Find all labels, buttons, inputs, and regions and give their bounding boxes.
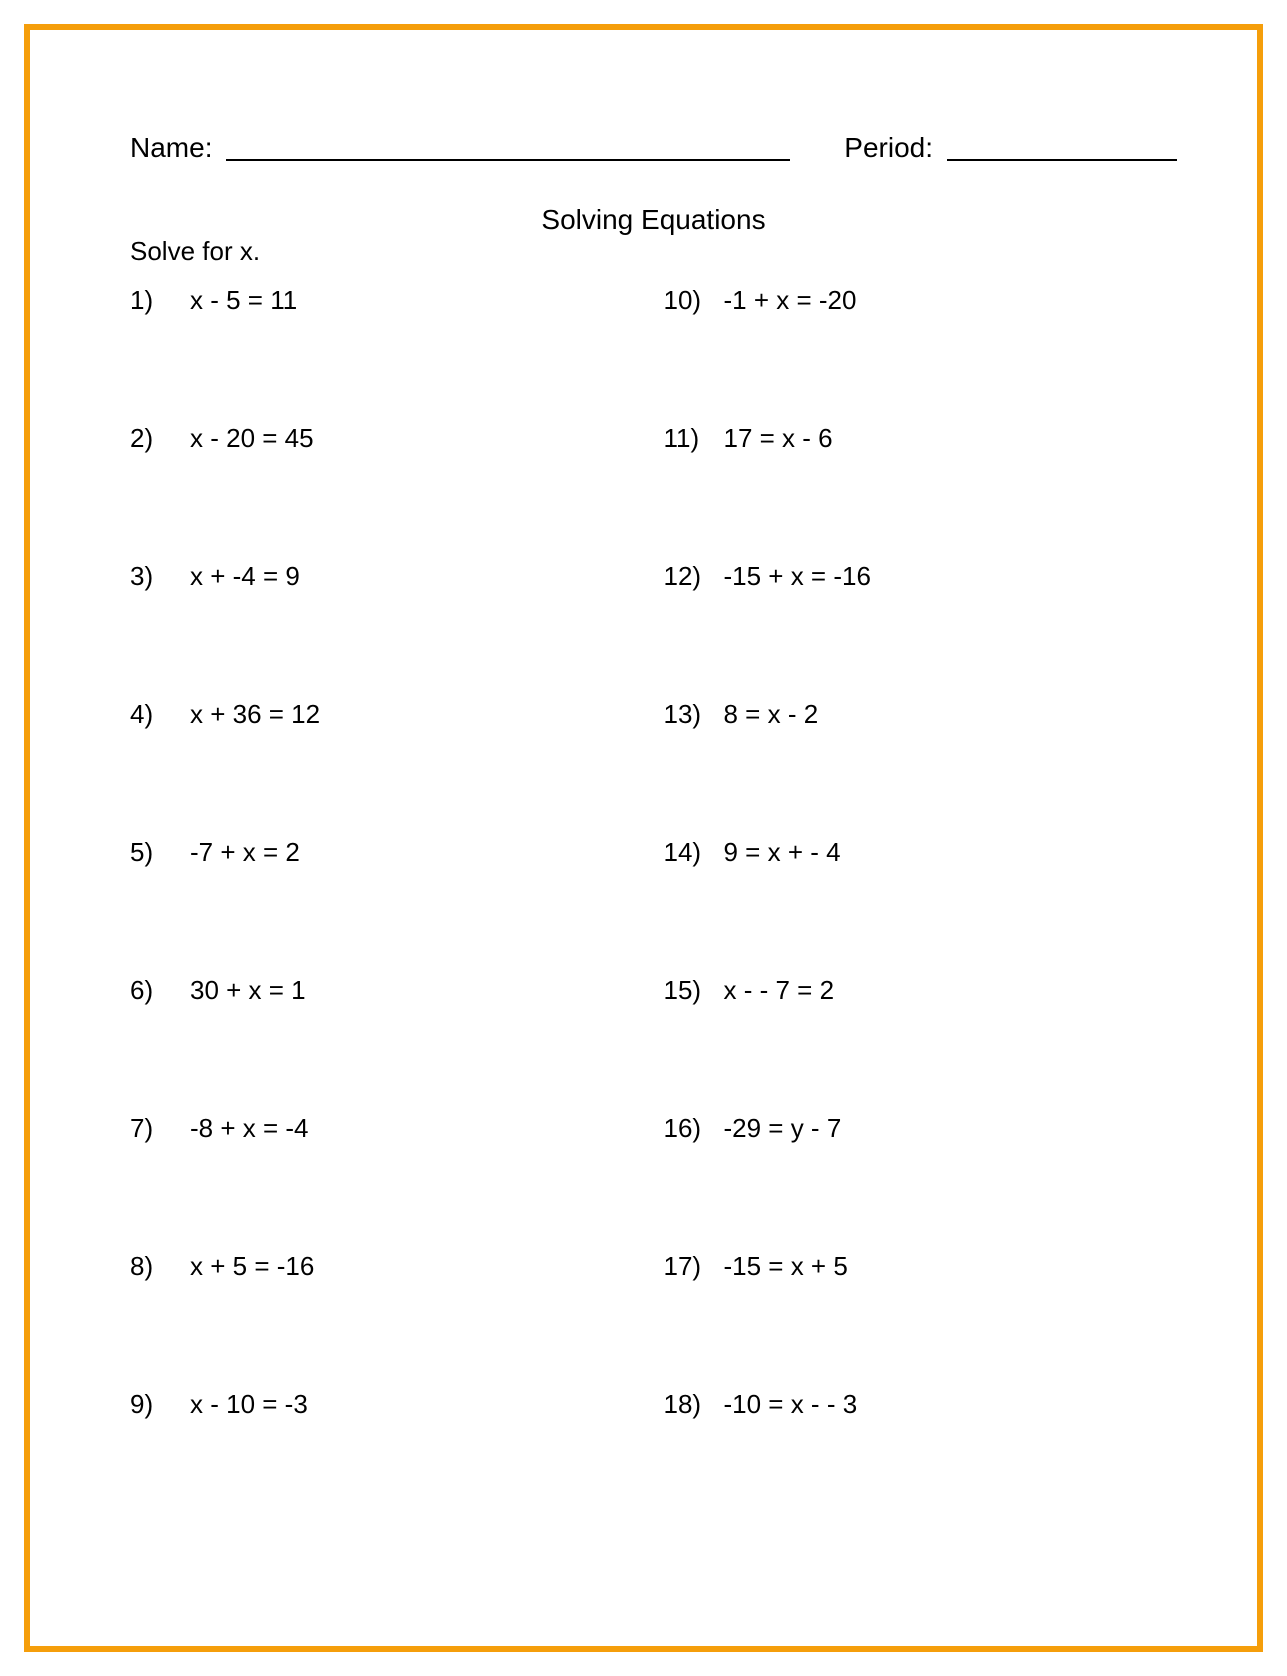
problem-equation: x + 5 = -16 (190, 1251, 314, 1282)
page-frame: Name: Period: Solving Equations Solve fo… (24, 24, 1263, 1652)
problem-equation: 9 = x + - 4 (724, 837, 841, 868)
problem-equation: -15 = x + 5 (724, 1251, 848, 1282)
problem-number: 13) (664, 699, 724, 730)
problem-number: 11) (664, 423, 724, 454)
problem-number: 15) (664, 975, 724, 1006)
problem-column-left: 1)x - 5 = 112)x - 20 = 453)x + -4 = 94)x… (130, 285, 644, 1527)
problem-number: 2) (130, 423, 190, 454)
problem-row: 16)-29 = y - 7 (664, 1113, 1178, 1251)
problem-equation: x - - 7 = 2 (724, 975, 835, 1006)
problem-number: 8) (130, 1251, 190, 1282)
period-label: Period: (844, 132, 933, 164)
problem-number: 14) (664, 837, 724, 868)
problem-equation: -8 + x = -4 (190, 1113, 309, 1144)
problem-number: 6) (130, 975, 190, 1006)
problem-row: 4)x + 36 = 12 (130, 699, 644, 837)
problem-equation: -7 + x = 2 (190, 837, 300, 868)
instruction-text: Solve for x. (130, 236, 1177, 267)
problem-row: 18)-10 = x - - 3 (664, 1389, 1178, 1527)
problem-row: 3)x + -4 = 9 (130, 561, 644, 699)
name-blank-line (226, 130, 790, 161)
problem-equation: x - 5 = 11 (190, 285, 297, 316)
problem-number: 18) (664, 1389, 724, 1420)
problem-number: 10) (664, 285, 724, 316)
name-label: Name: (130, 132, 212, 164)
problem-number: 16) (664, 1113, 724, 1144)
problem-row: 7)-8 + x = -4 (130, 1113, 644, 1251)
problem-row: 14)9 = x + - 4 (664, 837, 1178, 975)
problem-row: 17)-15 = x + 5 (664, 1251, 1178, 1389)
problem-equation: x - 20 = 45 (190, 423, 314, 454)
problem-equation: -29 = y - 7 (724, 1113, 842, 1144)
period-blank-line (947, 130, 1177, 161)
problem-equation: 8 = x - 2 (724, 699, 819, 730)
problem-row: 13)8 = x - 2 (664, 699, 1178, 837)
problem-equation: x - 10 = -3 (190, 1389, 308, 1420)
problem-row: 6)30 + x = 1 (130, 975, 644, 1113)
problem-row: 8)x + 5 = -16 (130, 1251, 644, 1389)
problem-row: 9)x - 10 = -3 (130, 1389, 644, 1527)
problem-number: 4) (130, 699, 190, 730)
problem-number: 17) (664, 1251, 724, 1282)
problem-equation: x + -4 = 9 (190, 561, 300, 592)
problem-row: 1)x - 5 = 11 (130, 285, 644, 423)
problem-number: 1) (130, 285, 190, 316)
problem-row: 15)x - - 7 = 2 (664, 975, 1178, 1113)
problem-equation: -1 + x = -20 (724, 285, 857, 316)
problem-number: 5) (130, 837, 190, 868)
problem-row: 11)17 = x - 6 (664, 423, 1178, 561)
problem-number: 9) (130, 1389, 190, 1420)
problem-number: 3) (130, 561, 190, 592)
problem-row: 5)-7 + x = 2 (130, 837, 644, 975)
problem-equation: 30 + x = 1 (190, 975, 306, 1006)
problem-columns: 1)x - 5 = 112)x - 20 = 453)x + -4 = 94)x… (130, 285, 1177, 1527)
problem-row: 10)-1 + x = -20 (664, 285, 1178, 423)
problem-equation: 17 = x - 6 (724, 423, 833, 454)
problem-row: 2)x - 20 = 45 (130, 423, 644, 561)
problem-row: 12)-15 + x = -16 (664, 561, 1178, 699)
problem-column-right: 10)-1 + x = -2011)17 = x - 612)-15 + x =… (664, 285, 1178, 1527)
worksheet-title: Solving Equations (130, 204, 1177, 236)
problem-number: 12) (664, 561, 724, 592)
worksheet-page: Name: Period: Solving Equations Solve fo… (130, 130, 1177, 1566)
header-row: Name: Period: (130, 130, 1177, 164)
problem-equation: -15 + x = -16 (724, 561, 871, 592)
problem-equation: -10 = x - - 3 (724, 1389, 858, 1420)
problem-number: 7) (130, 1113, 190, 1144)
problem-equation: x + 36 = 12 (190, 699, 320, 730)
